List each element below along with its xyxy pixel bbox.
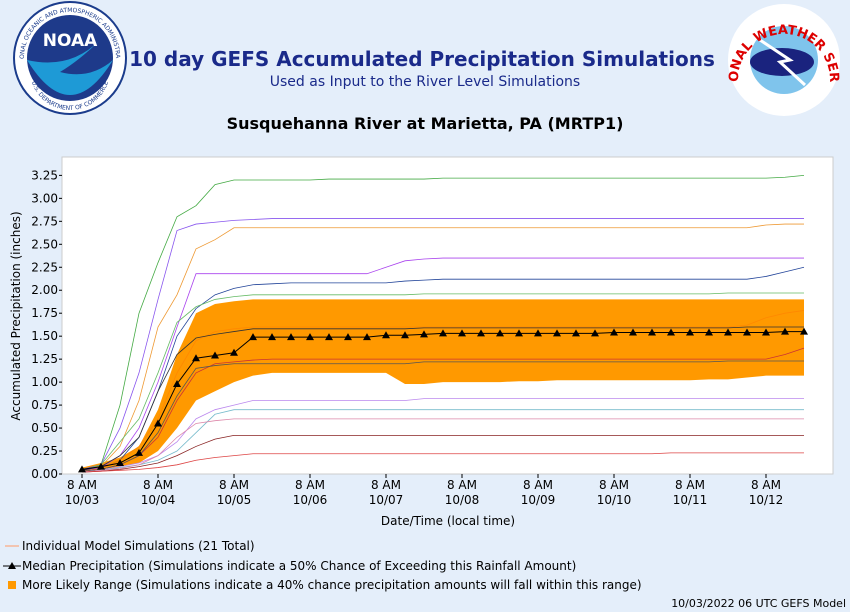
simulation-line <box>81 310 805 472</box>
median-marker <box>629 328 637 336</box>
median-marker <box>667 328 675 336</box>
median-marker <box>762 328 770 336</box>
page-title: 10 day GEFS Accumulated Precipitation Si… <box>129 47 715 71</box>
x-tick-label: 8 AM 10/10 <box>596 478 632 507</box>
x-tick-label: 8 AM 10/08 <box>444 478 480 507</box>
simulation-line <box>81 257 804 471</box>
simulation-line <box>81 452 804 473</box>
simulation-line <box>81 360 804 472</box>
x-tick-label: 8 AM 10/11 <box>672 478 708 507</box>
chart-title: Susquehanna River at Marietta, PA (MRTP1… <box>227 114 624 133</box>
y-tick-label: 1.50 <box>31 329 58 343</box>
y-tick-label: 2.50 <box>31 237 58 251</box>
legend-label: Individual Model Simulations (21 Total) <box>22 539 255 553</box>
y-tick-label: 1.75 <box>31 306 58 320</box>
median-marker <box>211 351 219 359</box>
y-tick-label: 3.00 <box>31 191 58 205</box>
simulation-line <box>81 398 804 473</box>
simulation-line <box>81 218 804 470</box>
footer: 10/03/2022 06 UTC GEFS Model <box>671 597 846 610</box>
median-marker <box>230 348 238 356</box>
noaa-text: NOAA <box>43 31 98 51</box>
median-marker <box>724 328 732 336</box>
median-marker <box>534 329 542 337</box>
median-marker <box>743 328 751 336</box>
y-tick-label: 2.75 <box>31 214 58 228</box>
median-marker <box>154 419 162 427</box>
median-marker <box>420 330 428 338</box>
simulation-line <box>81 174 805 470</box>
y-tick-label: 1.25 <box>31 352 58 366</box>
median-marker <box>515 329 523 337</box>
median-marker <box>306 333 314 341</box>
median-marker <box>477 329 485 337</box>
y-axis-label: Accumulated Precipitation (inches) <box>9 211 23 420</box>
median-marker <box>192 354 200 362</box>
x-tick-label: 8 AM 10/05 <box>216 478 252 507</box>
median-marker <box>572 329 580 337</box>
median-marker <box>705 328 713 336</box>
likely-range-area <box>82 299 804 472</box>
median-marker <box>458 329 466 337</box>
median-marker <box>439 329 447 337</box>
x-tick-label: 8 AM 10/09 <box>520 478 556 507</box>
median-marker <box>97 462 105 470</box>
x-tick-label: 8 AM 10/03 <box>64 478 100 507</box>
y-tick-label: 1.00 <box>31 375 58 389</box>
legend-label: More Likely Range (Simulations indicate … <box>22 578 642 592</box>
median-marker <box>382 331 390 339</box>
median-marker <box>325 333 333 341</box>
noaa-logo: NOAA NATIONAL OCEANIC AND ATMOSPHERIC AD… <box>0 0 127 115</box>
simulation-line <box>81 292 804 471</box>
y-tick-label: 3.25 <box>31 168 58 182</box>
median-marker <box>116 458 124 466</box>
median-marker <box>800 327 808 335</box>
legend-swatch <box>8 581 16 589</box>
y-tick-label: 0.25 <box>31 444 58 458</box>
simulation-line <box>81 418 804 473</box>
y-tick-label: 2.00 <box>31 283 58 297</box>
median-marker <box>686 328 694 336</box>
page-subtitle: Used as Input to the River Level Simulat… <box>270 74 580 90</box>
simulation-line <box>81 223 804 471</box>
median-marker <box>344 333 352 341</box>
median-marker <box>401 331 409 339</box>
simulation-line <box>81 435 804 473</box>
median-marker <box>78 465 86 473</box>
median-marker <box>173 379 181 387</box>
y-tick-label: 0.75 <box>31 398 58 412</box>
median-marker <box>135 448 143 456</box>
simulation-line <box>81 326 804 471</box>
median-marker <box>249 333 257 341</box>
simulation-line <box>81 347 805 472</box>
x-axis-label: Date/Time (local time) <box>381 514 515 528</box>
x-tick-label: 8 AM 10/04 <box>140 478 176 507</box>
median-marker <box>781 327 789 335</box>
legend-swatch <box>8 562 16 569</box>
median-marker <box>363 333 371 341</box>
median-marker <box>287 333 295 341</box>
y-tick-label: 0.00 <box>31 467 58 481</box>
y-tick-label: 2.25 <box>31 260 58 274</box>
median-marker <box>496 329 504 337</box>
x-tick-label: 8 AM 10/07 <box>368 478 404 507</box>
y-tick-label: 0.50 <box>31 421 58 435</box>
median-marker <box>591 329 599 337</box>
legend-label: Median Precipitation (Simulations indica… <box>22 559 576 573</box>
median-marker <box>553 329 561 337</box>
median-marker <box>648 328 656 336</box>
median-marker <box>610 328 618 336</box>
simulation-line <box>81 409 804 473</box>
x-tick-label: 8 AM 10/06 <box>292 478 328 507</box>
x-tick-label: 8 AM 10/12 <box>748 478 784 507</box>
median-marker <box>268 333 276 341</box>
